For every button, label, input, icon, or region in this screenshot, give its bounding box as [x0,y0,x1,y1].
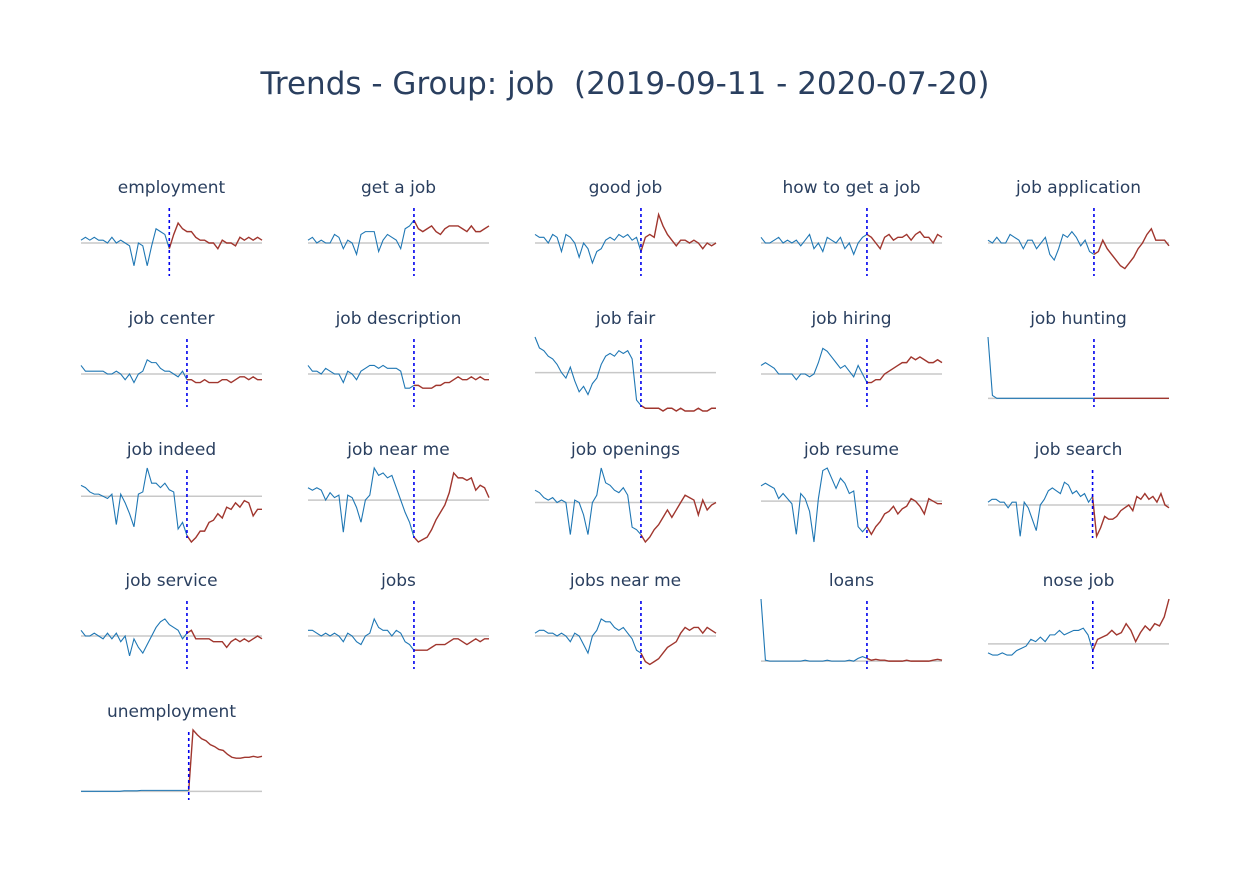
chart-title: Trends - Group: job (2019-09-11 - 2020-0… [260,66,990,102]
series-after-job-application [1093,227,1170,270]
panel-title-jobs: jobs [380,571,416,591]
panel-title-jobs-near-me: jobs near me [569,571,681,591]
panel-job-center: job center [80,309,262,407]
panel-title-nose-job: nose job [1043,571,1115,591]
series-before-job-application [987,230,1095,262]
series-before-job-hunting [987,336,1094,399]
panel-jobs-near-me: jobs near me [534,571,717,669]
series-before-job-search [987,481,1094,537]
series-before-loans [760,598,868,662]
panel-title-job-search: job search [1034,440,1123,460]
panel-title-job-near-me: job near me [346,440,449,460]
series-before-job-resume [760,467,868,543]
panel-title-good-job: good job [589,178,663,198]
series-before-job-service [80,618,188,657]
series-before-job-fair [534,336,642,406]
panel-title-job-fair: job fair [595,309,655,329]
panel-title-employment: employment [118,178,226,198]
series-after-how-to-get-a-job [866,230,943,251]
series-after-nose-job [1092,598,1170,651]
panel-job-service: job service [80,571,263,669]
series-after-job-description [413,376,489,389]
series-before-job-center [80,358,188,384]
series-after-job-near-me [413,471,490,543]
panel-job-hiring: job hiring [760,309,943,407]
panel-title-job-hunting: job hunting [1029,309,1127,329]
panel-job-near-me: job near me [307,440,490,543]
panel-job-hunting: job hunting [987,309,1169,407]
panel-job-fair: job fair [534,309,716,412]
series-before-employment [80,227,170,266]
panel-nose-job: nose job [987,571,1170,669]
series-after-job-openings [640,494,717,544]
panel-title-job-indeed: job indeed [126,440,216,460]
panel-jobs: jobs [308,571,489,669]
panel-title-loans: loans [829,571,874,591]
series-before-how-to-get-a-job [760,233,868,256]
panel-job-search: job search [987,440,1170,539]
series-after-job-search [1091,491,1170,539]
series-after-jobs-near-me [640,626,717,666]
panel-title-job-center: job center [127,309,214,329]
series-before-job-openings [534,467,642,535]
panel-job-openings: job openings [534,440,717,544]
series-after-unemployment [188,728,263,791]
series-after-employment [168,221,263,250]
panel-title-job-description: job description [335,309,462,329]
series-after-job-fair [640,404,716,412]
panel-title-job-service: job service [124,571,217,591]
series-before-get-a-job [307,219,415,257]
series-before-job-indeed [80,467,188,536]
panel-job-indeed: job indeed [80,440,262,544]
panel-job-description: job description [307,309,489,407]
panel-title-job-openings: job openings [570,440,680,460]
panel-job-resume: job resume [760,440,942,543]
series-after-job-resume [866,497,942,536]
panel-good-job: good job [534,178,717,276]
series-after-get-a-job [413,219,490,236]
panel-unemployment: unemployment [81,702,263,800]
panel-title-get-a-job: get a job [361,178,436,198]
series-after-job-hiring [866,355,943,384]
series-after-job-service [186,629,263,649]
series-before-good-job [534,233,642,265]
panel-get-a-job: get a job [307,178,490,276]
series-before-unemployment [81,789,189,792]
panel-title-job-hiring: job hiring [810,309,891,329]
series-before-nose-job [987,627,1094,656]
panel-employment: employment [80,178,263,276]
panel-how-to-get-a-job: how to get a job [760,178,943,276]
series-before-jobs-near-me [534,618,642,655]
series-before-job-hiring [760,347,868,383]
series-after-job-center [186,376,262,384]
series-after-good-job [640,212,717,252]
series-after-loans [866,657,943,662]
panel-title-job-resume: job resume [803,440,899,460]
series-after-jobs [413,638,489,651]
panel-loans: loans [760,571,943,669]
series-before-job-near-me [307,466,415,538]
series-before-job-description [307,364,415,389]
panel-title-unemployment: unemployment [107,702,236,722]
panel-title-how-to-get-a-job: how to get a job [782,178,920,198]
panel-title-job-application: job application [1015,178,1141,198]
panel-job-application: job application [987,178,1170,276]
series-before-jobs [308,617,415,651]
series-after-job-indeed [186,499,262,544]
